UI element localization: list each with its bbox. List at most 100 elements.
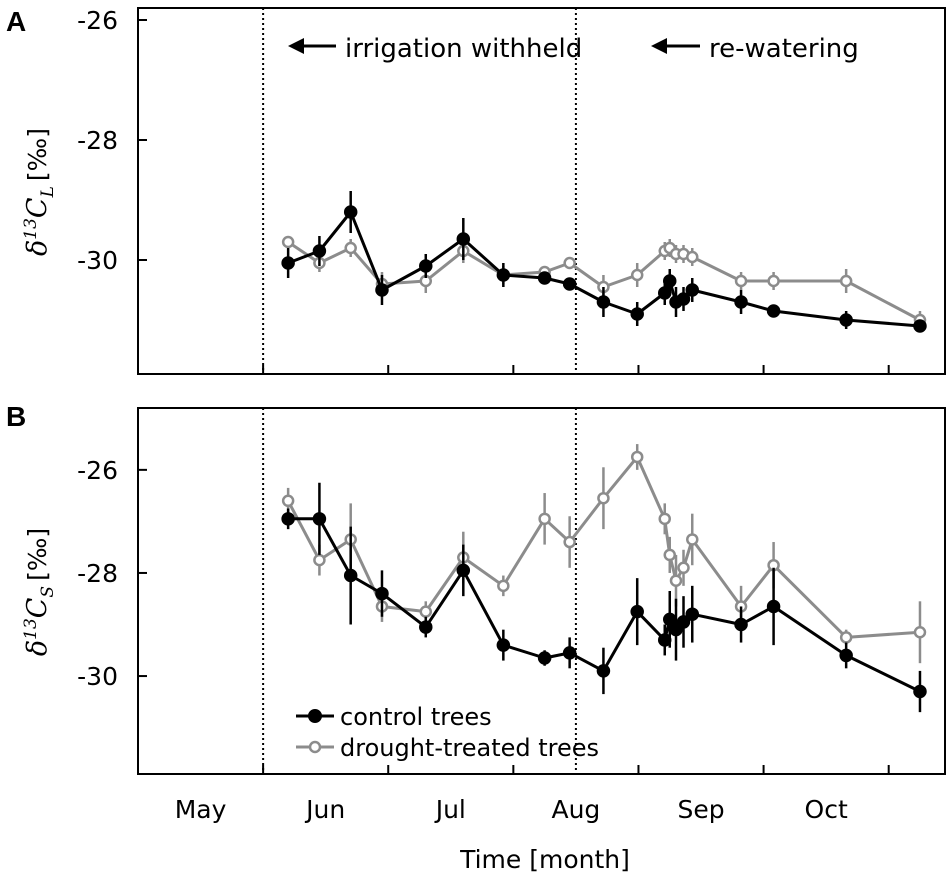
data-point-control xyxy=(375,586,389,601)
data-point-control xyxy=(456,563,471,578)
data-point-control xyxy=(685,283,700,297)
data-point-control xyxy=(734,295,748,309)
data-point-drought xyxy=(597,491,610,505)
data-point-drought xyxy=(767,274,780,288)
y-tick-label: -30 xyxy=(77,246,118,275)
data-point-control xyxy=(676,615,691,629)
panel-a-ylabel: δ13CL[‰] xyxy=(21,128,58,256)
annotation-re-watering: re-watering xyxy=(651,34,859,64)
data-point-control xyxy=(537,271,552,285)
data-point-control xyxy=(419,259,433,273)
data-point-control xyxy=(839,313,853,327)
x-tick-label: Jun xyxy=(304,795,345,824)
y-tick-label: -28 xyxy=(77,559,118,588)
data-point-control xyxy=(839,648,853,663)
data-point-control xyxy=(281,256,295,270)
data-point-drought xyxy=(913,625,927,639)
data-point-control xyxy=(537,651,552,665)
data-point-control xyxy=(913,684,927,699)
panel-b-frame xyxy=(137,407,946,775)
panel-a-series xyxy=(281,191,927,333)
data-point-control xyxy=(281,512,295,526)
data-point-drought xyxy=(734,274,748,288)
y-tick-label: -30 xyxy=(77,662,118,691)
panel-a: -26 -28 -30 irrigation withheld re-waterin… xyxy=(21,6,946,375)
panel-a-frame xyxy=(137,7,946,375)
data-point-control xyxy=(685,607,700,621)
data-point-control xyxy=(913,319,927,333)
data-point-drought xyxy=(419,605,433,618)
data-point-drought xyxy=(281,494,295,508)
legend-marker-control xyxy=(308,709,322,723)
data-point-control xyxy=(734,617,748,632)
data-point-drought xyxy=(839,631,853,644)
data-point-control xyxy=(662,612,677,627)
data-point-drought xyxy=(281,235,295,249)
x-tick-label: Sep xyxy=(677,795,724,824)
data-point-drought xyxy=(663,548,676,562)
y-tick-label: -26 xyxy=(77,6,118,35)
annotation-irrigation-withheld: irrigation withheld xyxy=(288,34,582,64)
y-tick-label: -28 xyxy=(77,126,118,155)
data-point-control xyxy=(456,232,471,246)
data-point-drought xyxy=(630,450,644,464)
arrowhead-icon xyxy=(288,38,304,54)
data-point-control xyxy=(343,205,358,219)
data-point-drought xyxy=(686,250,699,264)
panel-b-ylabel: δ13CS[‰] xyxy=(21,528,58,656)
panel-letter-a: A xyxy=(6,6,26,37)
data-point-drought xyxy=(839,274,853,288)
data-point-control xyxy=(375,283,389,297)
data-point-control xyxy=(496,268,511,282)
annotation-rewatering-text: re-watering xyxy=(709,34,859,64)
data-point-drought xyxy=(538,512,551,526)
arrowhead-icon xyxy=(651,38,667,54)
data-point-control xyxy=(662,274,677,288)
data-point-control xyxy=(676,292,691,306)
series-line-control xyxy=(288,517,921,693)
data-point-control xyxy=(312,244,327,258)
data-point-control xyxy=(596,664,611,678)
data-point-control xyxy=(496,638,511,652)
panel-b-series xyxy=(281,444,927,713)
data-point-drought xyxy=(686,533,699,546)
data-point-control xyxy=(562,646,577,660)
legend-marker-drought xyxy=(308,740,322,754)
panel-b-ticks: -26 -28 -30 xyxy=(77,456,890,774)
legend-label-drought: drought-treated trees xyxy=(340,734,599,762)
data-point-control xyxy=(312,512,327,526)
series-line-drought xyxy=(287,240,921,322)
x-tick-label: Aug xyxy=(551,795,600,824)
data-point-drought xyxy=(563,535,576,549)
data-point-drought xyxy=(658,512,671,526)
annotation-irrigation-text: irrigation withheld xyxy=(345,34,582,64)
data-point-control xyxy=(766,304,781,318)
data-point-control xyxy=(562,277,577,291)
data-point-drought xyxy=(497,579,510,593)
legend-item-control: control trees xyxy=(296,703,492,731)
data-point-control xyxy=(766,599,781,614)
panel-a-ticks: -26 -28 -30 xyxy=(77,6,890,374)
data-point-control xyxy=(657,286,672,300)
legend-label-control: control trees xyxy=(340,703,492,731)
series-line-drought xyxy=(286,455,921,639)
legend-item-drought: drought-treated trees xyxy=(296,734,599,762)
x-tick-label: Oct xyxy=(805,795,848,824)
panel-letter-b: B xyxy=(6,401,26,432)
x-tick-label: May xyxy=(175,795,227,824)
data-point-drought xyxy=(563,256,576,270)
series-line-control xyxy=(287,210,921,328)
data-point-drought xyxy=(630,268,644,282)
data-point-control xyxy=(630,307,644,321)
x-tick-label: Jul xyxy=(434,795,466,824)
data-point-control xyxy=(343,568,358,583)
x-tick-labels: May Jun Jul Aug Sep Oct xyxy=(175,795,848,824)
panel-b: -26 -28 -30 δ13CS[‰] control trees drought… xyxy=(21,407,946,775)
data-point-drought xyxy=(677,561,690,575)
y-tick-label: -26 xyxy=(77,456,118,485)
data-point-drought xyxy=(669,574,683,587)
data-point-control xyxy=(596,295,611,309)
x-axis-title: Time [month] xyxy=(459,845,630,874)
data-point-drought xyxy=(344,241,357,255)
